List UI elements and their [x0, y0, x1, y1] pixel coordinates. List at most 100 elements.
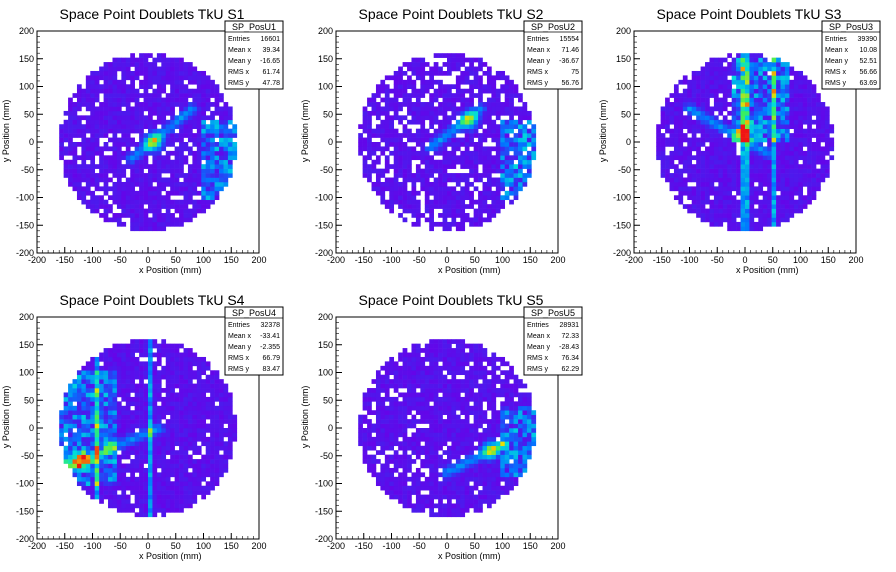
heatmap-cell [771, 75, 777, 81]
heatmap-cell [469, 155, 474, 161]
heatmap-cell [108, 432, 113, 438]
heatmap-cell [713, 213, 719, 218]
heatmap-cell [134, 128, 140, 134]
heatmap-cell [196, 106, 202, 112]
heatmap-cell [393, 146, 399, 152]
heatmap-cell [183, 217, 189, 223]
x-tick-label: 50 [470, 255, 480, 265]
heatmap-cell [205, 388, 211, 393]
heatmap-cell [121, 97, 127, 103]
heatmap-cell [139, 186, 144, 192]
heatmap-cell [709, 155, 715, 161]
heatmap-cell [156, 450, 162, 455]
heatmap-cell [518, 177, 523, 183]
heatmap-cell [753, 177, 759, 183]
heatmap-cell [673, 128, 679, 134]
heatmap-cell [375, 93, 381, 98]
heatmap-cell [433, 88, 439, 94]
heatmap-cell [362, 137, 368, 143]
heatmap-cell [170, 128, 175, 134]
heatmap-cell [722, 66, 728, 72]
heatmap-cell [81, 164, 87, 169]
heatmap-cell [491, 164, 497, 169]
heatmap-cell [187, 88, 193, 94]
heatmap-cell [187, 146, 193, 152]
heatmap-cell [767, 133, 772, 138]
heatmap-cell [130, 164, 135, 169]
heatmap-cell [486, 70, 492, 76]
heatmap-cell [94, 361, 100, 367]
heatmap-cell [148, 133, 153, 138]
heatmap-cell [433, 150, 439, 156]
heatmap-cell [682, 181, 688, 187]
heatmap-cell [682, 88, 688, 94]
heatmap-cell [139, 79, 144, 85]
heatmap-cell [660, 110, 666, 116]
heatmap-cell [112, 190, 118, 196]
heatmap-cell [121, 392, 127, 398]
heatmap-cell [718, 133, 724, 138]
heatmap-cell [713, 155, 719, 161]
heatmap-cell [442, 204, 448, 209]
heatmap-cell [192, 150, 198, 156]
heatmap-cell [63, 445, 69, 451]
heatmap-cell [219, 410, 224, 415]
heatmap-cell [170, 365, 175, 371]
heatmap-cell [125, 155, 131, 161]
heatmap-cell [125, 432, 131, 438]
heatmap-cell [802, 133, 808, 138]
heatmap-cell [214, 142, 220, 147]
heatmap-cell [170, 57, 175, 63]
heatmap-cell [85, 142, 91, 147]
heatmap-cell [375, 186, 381, 192]
heatmap-cell [784, 177, 790, 183]
heatmap-cell [81, 459, 87, 464]
heatmap-cell [691, 88, 697, 94]
heatmap-cell [411, 137, 417, 143]
heatmap-cell [682, 146, 688, 152]
heatmap-cell [112, 463, 118, 469]
heatmap-cell [134, 164, 140, 169]
heatmap-cell [63, 405, 69, 411]
heatmap-cell [442, 217, 448, 223]
heatmap-cell [455, 53, 461, 58]
heatmap-cell [196, 190, 202, 196]
heatmap-cell [139, 181, 144, 187]
heatmap-cell [753, 195, 759, 201]
heatmap-cell [469, 164, 474, 169]
heatmap-cell [384, 204, 390, 209]
heatmap-cell [780, 88, 786, 94]
heatmap-cell [665, 142, 670, 147]
heatmap-cell [762, 155, 768, 161]
heatmap-cell [219, 379, 224, 384]
heatmap-cell [90, 102, 96, 107]
heatmap-cell [214, 459, 220, 464]
heatmap-cell [740, 102, 746, 107]
heatmap-cell [130, 62, 135, 67]
heatmap-cell [816, 142, 821, 147]
heatmap-cell [705, 119, 710, 125]
heatmap-cell [103, 352, 109, 358]
heatmap-cell [59, 428, 64, 433]
heatmap-cell [780, 62, 786, 67]
heatmap-cell [442, 177, 448, 183]
heatmap-cell [76, 173, 82, 178]
heatmap-cell [767, 173, 772, 178]
heatmap-cell [447, 164, 452, 169]
heatmap-cell [793, 128, 799, 134]
heatmap-cell [491, 128, 497, 134]
heatmap-cell [143, 499, 149, 504]
heatmap-cell [187, 137, 193, 143]
heatmap-cell [192, 181, 198, 187]
heatmap-cell [134, 110, 140, 116]
heatmap-cell [112, 213, 118, 218]
heatmap-cell [156, 374, 162, 380]
heatmap-cell [464, 102, 470, 107]
heatmap-cell [139, 70, 144, 76]
heatmap-cell [94, 97, 100, 103]
heatmap-cell [802, 137, 808, 143]
heatmap-cell [183, 190, 189, 196]
heatmap-cell [76, 164, 82, 169]
heatmap-cell [112, 454, 118, 460]
heatmap-cell [165, 97, 171, 103]
